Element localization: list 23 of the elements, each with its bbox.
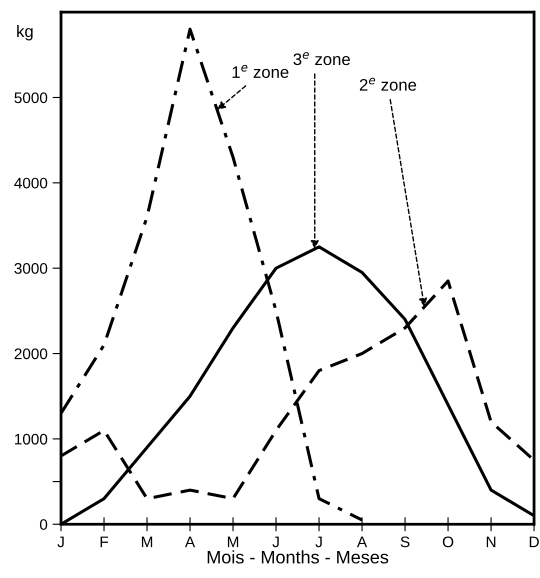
y-tick-label: 2000 [14,348,48,360]
x-tick-label: M [142,536,152,548]
y-axis-title: kg [17,24,33,40]
x-tick-label: J [57,536,64,548]
y-tick-label: 0 [40,519,48,530]
x-axis-title: Mois - Months - Meses [208,550,388,564]
y-tick-label: 4000 [14,178,48,189]
y-tick-label: 5000 [14,92,48,104]
text: 2$^{e}$ zone [360,78,416,91]
x-tick-label: A [356,536,368,548]
x-tick-label: M [228,536,238,548]
series-label: 1$^{e}$ zone [232,64,288,78]
y-tick-label: 3000 [14,263,48,274]
x-tick-label: J [272,536,279,548]
x-tick-label: J [315,536,322,548]
x-tick-label: O [442,536,454,548]
x-tick-label: N [486,536,496,548]
x-tick-label: A [184,536,196,548]
text: 3$^{e}$ zone [293,52,350,66]
x-tick-label: S [400,536,410,548]
x-tick-label: D [530,536,539,548]
x-tick-label: F [100,536,108,548]
y-tick-label: 1000 [15,434,48,445]
